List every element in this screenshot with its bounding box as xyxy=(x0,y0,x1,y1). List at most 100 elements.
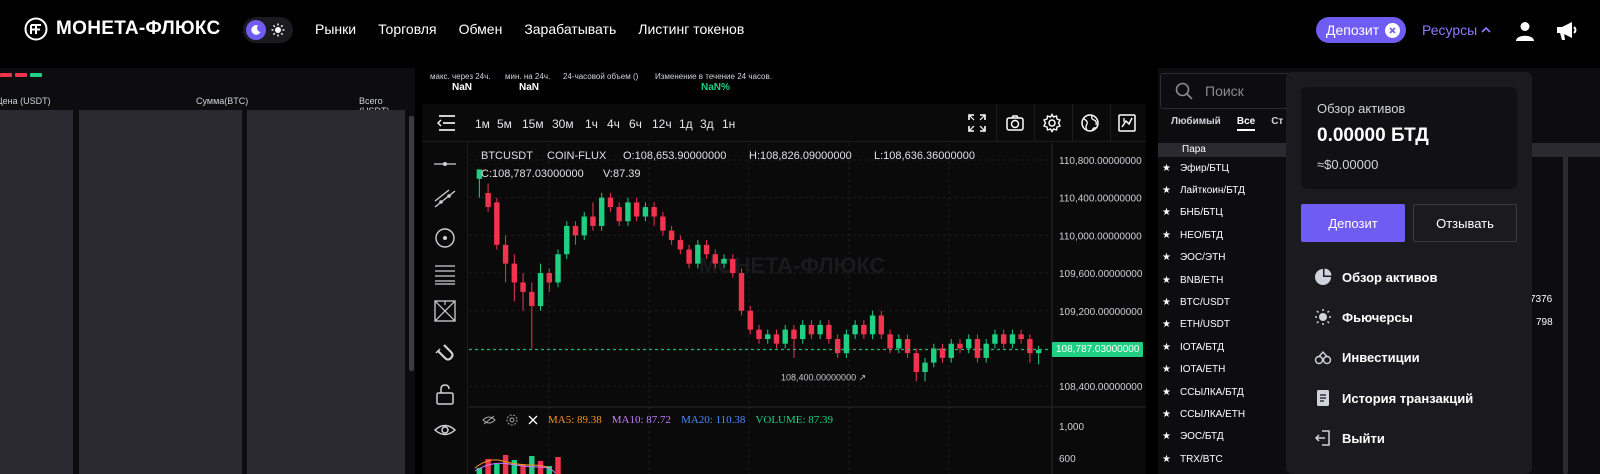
camera-icon[interactable] xyxy=(1005,113,1025,133)
pair-row[interactable]: ★ ЭОС/ЭТН xyxy=(1158,247,1245,269)
fullscreen-icon[interactable] xyxy=(967,113,987,133)
nav-token-listing[interactable]: Листинг токенов xyxy=(638,21,745,37)
unlock-icon[interactable] xyxy=(433,382,457,406)
tab-all[interactable]: Все xyxy=(1236,116,1256,131)
fibonacci-icon[interactable] xyxy=(433,262,457,286)
star-icon[interactable]: ★ xyxy=(1162,252,1171,264)
pair-row[interactable]: ★ ЭОС/БТД xyxy=(1158,426,1245,448)
candle-body xyxy=(476,169,483,179)
chart-grid xyxy=(469,143,1051,474)
pair-row[interactable]: ★ Эфир/БТЦ xyxy=(1158,157,1245,179)
collapse-menu-icon[interactable] xyxy=(436,114,456,132)
timeframe-3d[interactable]: 3д xyxy=(700,117,714,131)
timeframe-1d[interactable]: 1д xyxy=(679,117,693,131)
horizontal-line-icon[interactable] xyxy=(433,152,457,176)
candle-body xyxy=(974,339,981,358)
pair-name: ЭОС/ЭТН xyxy=(1179,252,1226,264)
timeframe-1w[interactable]: 1н xyxy=(722,117,736,131)
candle-body xyxy=(966,339,972,349)
timeframe-6h[interactable]: 6ч xyxy=(629,117,642,131)
candle-body xyxy=(747,310,753,330)
ma5-line xyxy=(474,459,552,470)
moon-icon[interactable] xyxy=(246,20,266,40)
timeframe-15m[interactable]: 15м xyxy=(522,117,544,131)
pair-row[interactable]: ★ ССЫЛКА/БТД xyxy=(1158,381,1245,403)
legend-volume: V:87.39 xyxy=(603,168,641,180)
close-indicator-icon[interactable] xyxy=(528,415,538,425)
star-icon[interactable]: ★ xyxy=(1162,207,1171,219)
star-icon[interactable]: ★ xyxy=(1162,319,1171,331)
indicator-settings-icon[interactable] xyxy=(506,414,518,426)
gear-icon[interactable] xyxy=(1042,113,1062,133)
market-search[interactable]: Поиск xyxy=(1160,73,1310,109)
bids-marker[interactable] xyxy=(30,73,42,77)
pair-row[interactable]: ★ БНБ/БТЦ xyxy=(1158,202,1245,224)
circle-tool-icon[interactable] xyxy=(433,226,457,250)
market-scrollbar[interactable] xyxy=(1563,148,1568,474)
star-icon[interactable]: ★ xyxy=(1162,341,1171,353)
asks-marker[interactable] xyxy=(0,73,12,77)
pair-row[interactable]: ★ BTC/USDT xyxy=(1158,291,1245,313)
pair-row[interactable]: ★ BNB/ETH xyxy=(1158,269,1245,291)
sun-icon[interactable] xyxy=(270,22,286,38)
hide-indicator-icon[interactable] xyxy=(482,415,496,425)
tab-favorites[interactable]: Любимый xyxy=(1171,116,1221,127)
star-icon[interactable]: ★ xyxy=(1162,408,1171,420)
pair-row[interactable]: ★ IOTA/БТД xyxy=(1158,336,1245,358)
menu-transaction-history[interactable]: История транзакций xyxy=(1314,389,1473,407)
nav-exchange[interactable]: Обмен xyxy=(458,21,503,37)
brand-logo[interactable]: МОНЕТА-ФЛЮКС xyxy=(24,17,221,41)
resources-menu[interactable]: Ресурсы xyxy=(1422,22,1491,38)
menu-asset-overview[interactable]: Обзор активов xyxy=(1314,268,1437,286)
star-icon[interactable]: ★ xyxy=(1162,364,1171,376)
deposit-button[interactable]: Депозит xyxy=(1301,204,1405,242)
star-icon[interactable]: ★ xyxy=(1162,274,1171,286)
star-icon[interactable]: ★ xyxy=(1162,453,1171,465)
nav-markets[interactable]: Рынки xyxy=(315,21,357,37)
pair-row[interactable]: ★ НЕО/БТД xyxy=(1158,224,1245,246)
asks-bids-marker[interactable] xyxy=(15,73,27,77)
nav-trade[interactable]: Торговля xyxy=(378,21,437,37)
eye-icon[interactable] xyxy=(433,418,457,442)
trend-line-icon[interactable] xyxy=(433,187,457,211)
pair-row[interactable]: ★ ETH/USDT xyxy=(1158,314,1245,336)
globe-icon[interactable] xyxy=(1080,113,1100,133)
timeframe-1h[interactable]: 1ч xyxy=(585,117,598,131)
timeframe-12h[interactable]: 12ч xyxy=(652,117,672,131)
star-icon[interactable]: ★ xyxy=(1162,431,1171,443)
header-deposit-button[interactable]: Депозит xyxy=(1316,17,1407,43)
star-icon[interactable]: ★ xyxy=(1162,229,1171,241)
timeframe-1m[interactable]: 1м xyxy=(475,117,490,131)
pair-row[interactable]: ★ ССЫЛКА/ETH xyxy=(1158,403,1245,425)
user-icon[interactable] xyxy=(1514,20,1536,42)
star-icon[interactable]: ★ xyxy=(1162,297,1171,309)
menu-investments[interactable]: Инвестиции xyxy=(1314,348,1420,366)
pair-row[interactable]: ★ TRX/BTC xyxy=(1158,448,1245,470)
candle-body xyxy=(555,254,561,283)
pattern-tool-icon[interactable] xyxy=(433,299,457,323)
tab-stablecoins[interactable]: Ст xyxy=(1271,116,1284,127)
chart-type-icon[interactable] xyxy=(1117,113,1137,133)
pair-row[interactable]: ★ IOTA/ETH xyxy=(1158,359,1245,381)
nav-earn[interactable]: Зарабатывать xyxy=(524,21,617,37)
magnet-icon[interactable] xyxy=(433,342,457,366)
overview-label: Обзор активов xyxy=(1317,101,1406,116)
menu-futures[interactable]: Фьючерсы xyxy=(1314,308,1413,326)
search-icon xyxy=(1175,82,1193,100)
order-book-view-toggles[interactable] xyxy=(0,73,42,77)
withdraw-button[interactable]: Отзывать xyxy=(1413,204,1517,242)
timeframe-30m[interactable]: 30м xyxy=(552,117,574,131)
megaphone-icon[interactable] xyxy=(1554,19,1580,43)
timeframe-4h[interactable]: 4ч xyxy=(607,117,620,131)
pie-chart-icon xyxy=(1315,268,1332,285)
menu-logout[interactable]: Выйти xyxy=(1314,429,1385,447)
star-icon[interactable]: ★ xyxy=(1162,386,1171,398)
pair-row[interactable]: ★ Лайткоин/БТД xyxy=(1158,179,1245,201)
pair-name: BTC/USDT xyxy=(1179,297,1230,309)
timeframe-5m[interactable]: 5м xyxy=(497,117,512,131)
star-icon[interactable]: ★ xyxy=(1162,185,1171,197)
order-book-scrollbar[interactable] xyxy=(409,116,414,371)
theme-toggle[interactable] xyxy=(243,17,293,43)
star-icon[interactable]: ★ xyxy=(1162,162,1171,174)
candle-body xyxy=(843,334,850,354)
